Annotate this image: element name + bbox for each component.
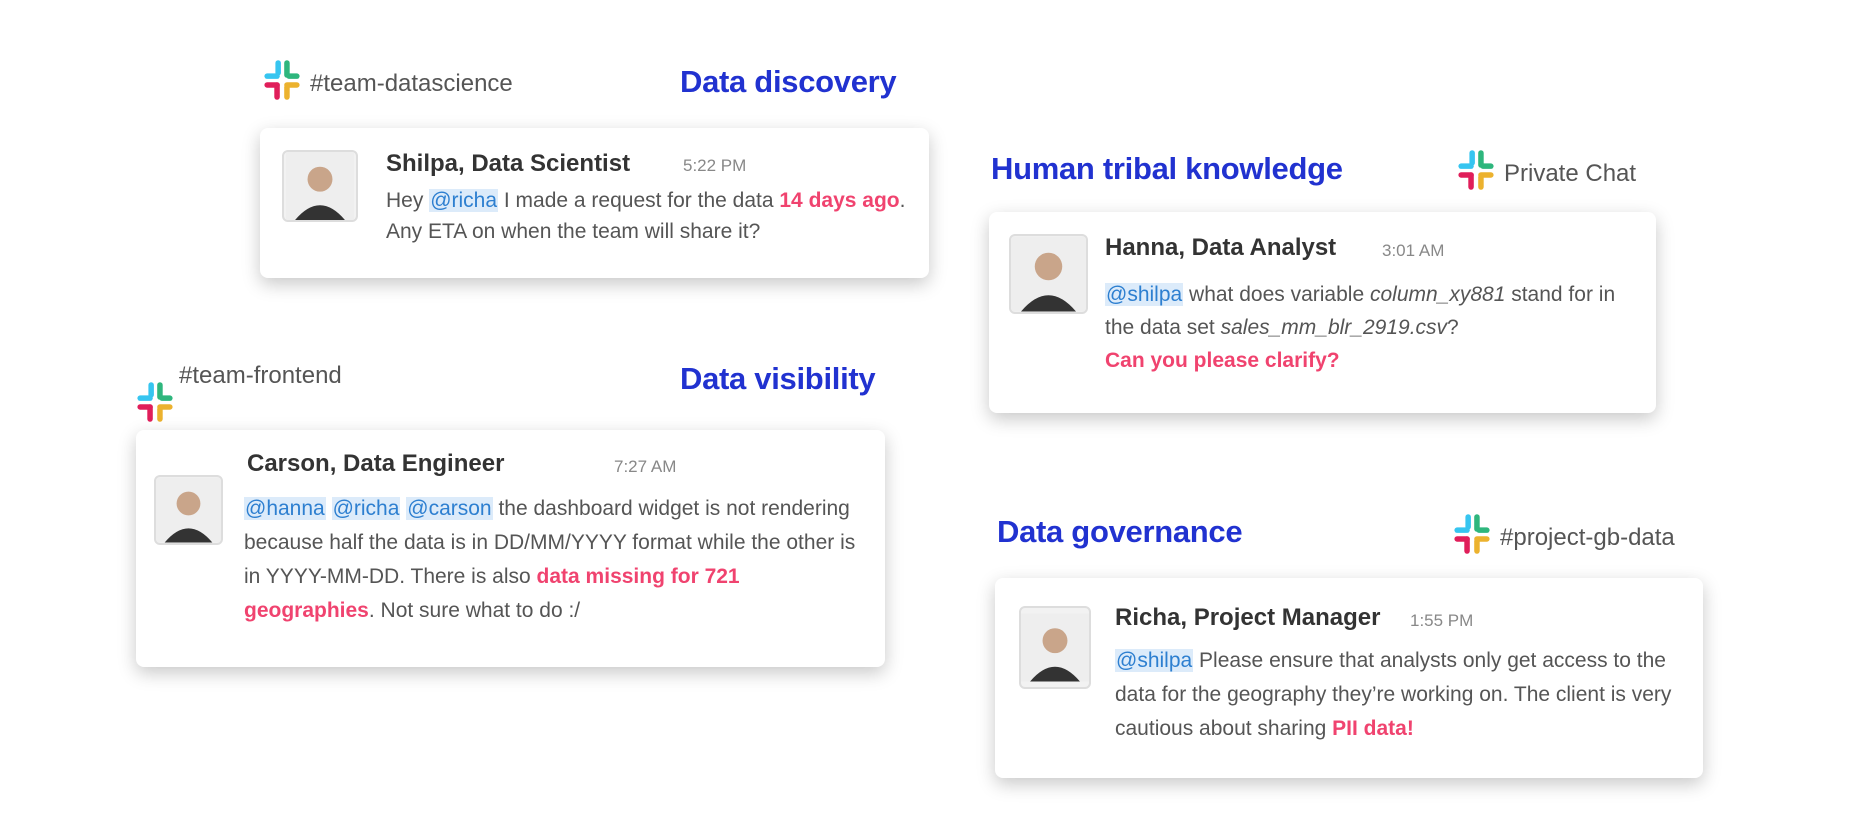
user-mention[interactable]: @richa	[429, 189, 499, 212]
user-mention[interactable]: @shilpa	[1115, 649, 1194, 672]
highlighted-text: PII data!	[1332, 717, 1414, 740]
person-photo	[286, 152, 354, 220]
channel-label: #team-frontend	[133, 362, 342, 431]
user-mention[interactable]: @hanna	[244, 497, 326, 520]
message-text: @hanna @richa @carson the dashboard widg…	[244, 492, 859, 628]
message-card: Shilpa, Data Scientist 5:22 PM Hey @rich…	[260, 128, 929, 278]
timestamp: 5:22 PM	[683, 156, 747, 175]
user-mention[interactable]: @shilpa	[1105, 283, 1184, 306]
user-mention[interactable]: @carson	[406, 497, 493, 520]
avatar	[282, 150, 358, 222]
channel-name: #project-gb-data	[1500, 523, 1675, 551]
author-name: Carson, Data Engineer	[247, 450, 505, 477]
message-card: Hanna, Data Analyst 3:01 AM @shilpa what…	[989, 212, 1656, 413]
message-segment: . Not sure what to do :/	[368, 599, 581, 622]
message-card: Carson, Data Engineer 7:27 AM @hanna @ri…	[136, 430, 885, 667]
message-segment: ?	[1447, 316, 1459, 339]
avatar	[1009, 234, 1088, 314]
highlighted-text: 14 days ago	[779, 189, 900, 212]
italic-text: sales_mm_blr_2919.csv	[1220, 316, 1448, 339]
author-name: Shilpa, Data Scientist	[386, 150, 631, 177]
message-text: @shilpa what does variable column_xy881 …	[1105, 278, 1625, 377]
message-segment: stand for in the data set	[1105, 283, 1616, 339]
message-segment: Hey	[386, 189, 430, 212]
timestamp: 7:27 AM	[614, 457, 677, 476]
timestamp: 3:01 AM	[1382, 241, 1445, 260]
channel-label: Private Chat	[1454, 148, 1636, 199]
channel-label: #project-gb-data	[1450, 512, 1675, 563]
channel-label: #team-datascience	[260, 58, 513, 109]
italic-text: column_xy881	[1369, 283, 1506, 306]
person-photo	[156, 477, 221, 543]
channel-name: #team-frontend	[179, 362, 342, 389]
message-segment: the dashboard widget is not rendering be…	[244, 497, 856, 588]
avatar	[1019, 606, 1091, 689]
topic-heading: Data visibility	[680, 361, 876, 396]
slack-logo-icon	[133, 380, 177, 431]
message-segment: Please ensure that analysts only get acc…	[1115, 649, 1672, 740]
message-segment: I made a request for the data	[498, 189, 780, 212]
topic-heading: Data governance	[997, 514, 1243, 549]
message-segment	[326, 497, 332, 520]
timestamp: 1:55 PM	[1410, 611, 1474, 630]
person-photo	[1021, 613, 1089, 682]
topic-heading: Data discovery	[680, 64, 897, 99]
message-card: Richa, Project Manager 1:55 PM @shilpa P…	[995, 578, 1703, 778]
slack-logo-icon	[260, 58, 304, 109]
message-text: Hey @richa I made a request for the data…	[386, 185, 916, 247]
slack-logo-icon	[1450, 512, 1494, 563]
user-mention[interactable]: @richa	[331, 497, 401, 520]
topic-heading: Human tribal knowledge	[991, 151, 1343, 186]
author-name: Richa, Project Manager	[1115, 604, 1381, 631]
message-segment: . Any ETA on when the team will share it…	[386, 189, 906, 243]
channel-name: #team-datascience	[310, 69, 513, 97]
highlighted-text: Can you please clarify?	[1105, 349, 1340, 372]
author-name: Hanna, Data Analyst	[1105, 234, 1337, 261]
person-photo	[1011, 236, 1086, 312]
message-text: @shilpa Please ensure that analysts only…	[1115, 644, 1685, 746]
slack-logo-icon	[1454, 148, 1498, 199]
channel-name: Private Chat	[1504, 159, 1637, 187]
highlighted-text: data missing for 721 geographies	[244, 565, 740, 622]
avatar	[154, 475, 223, 545]
message-segment: what does variable	[1183, 283, 1370, 306]
